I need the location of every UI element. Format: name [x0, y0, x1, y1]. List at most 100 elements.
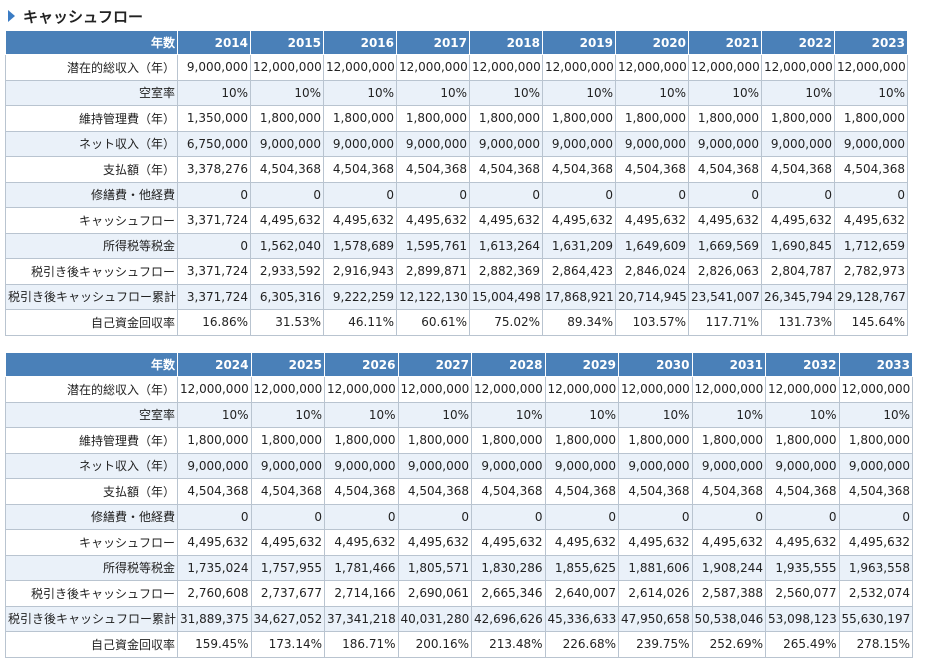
cell-value: 9,000,000 [250, 452, 325, 479]
cell-value: 265.49% [765, 631, 840, 658]
cell-value: 4,495,632 [177, 529, 252, 556]
cell-value: 10% [542, 79, 616, 106]
cell-value: 2,640,007 [544, 580, 619, 607]
cell-value: 0 [177, 181, 251, 208]
year-header: 2026 [324, 352, 399, 377]
cell-value: 0 [544, 503, 619, 530]
cell-value: 0 [324, 503, 399, 530]
cell-value: 89.34% [542, 309, 616, 336]
year-header: 2027 [397, 352, 472, 377]
cell-value: 0 [838, 503, 913, 530]
cell-value: 4,504,368 [618, 478, 693, 505]
cell-value: 50,538,046 [691, 605, 766, 632]
cell-value: 4,495,632 [323, 207, 397, 234]
cell-value: 9,000,000 [834, 130, 908, 157]
header-row: 年数 2014 2015 2016 2017 2018 2019 2020 2021 2022 20… [5, 30, 908, 55]
row-label: 所得税等税金 [5, 554, 178, 581]
cell-value: 12,000,000 [323, 54, 397, 81]
cell-value: 9,000,000 [542, 130, 616, 157]
cell-value: 1,613,264 [469, 232, 543, 259]
year-header: 2022 [761, 30, 835, 55]
row-label: 修繕費・他経費 [5, 503, 178, 530]
cell-value: 145.64% [834, 309, 908, 336]
data-row: 所得税等税金 0 1,562,040 1,578,689 1,595,761 1,613,… [5, 232, 908, 259]
cell-value: 29,128,767 [834, 283, 908, 310]
data-row: 自己資金回収率 159.45% 173.14% 186.71% 200.16% 213.4… [5, 631, 913, 658]
cell-value: 60.61% [396, 309, 470, 336]
cell-value: 4,495,632 [324, 529, 399, 556]
cell-value: 37,341,218 [324, 605, 399, 632]
cell-value: 1,800,000 [688, 105, 762, 132]
data-row: キャッシュフロー 3,371,724 4,495,632 4,495,632 4,495… [5, 207, 908, 234]
cell-value: 10% [177, 79, 251, 106]
cell-value: 0 [177, 232, 251, 259]
year-header: 2015 [250, 30, 324, 55]
data-row: 潜在的総収入（年） 9,000,000 12,000,000 12,000,000 12… [5, 54, 908, 81]
data-row: 空室率 10% 10% 10% 10% 10% 10% 10% 10% 10% 10% [5, 79, 908, 106]
cell-value: 1,712,659 [834, 232, 908, 259]
cell-value: 159.45% [177, 631, 252, 658]
cell-value: 2,933,592 [250, 258, 324, 285]
cell-value: 0 [688, 181, 762, 208]
cell-value: 1,800,000 [838, 427, 913, 454]
cell-value: 252.69% [691, 631, 766, 658]
cell-value: 9,000,000 [688, 130, 762, 157]
cell-value: 2,560,077 [765, 580, 840, 607]
cell-value: 12,000,000 [397, 376, 472, 403]
cell-value: 1,800,000 [544, 427, 619, 454]
row-label: 維持管理費（年） [5, 105, 178, 132]
cell-value: 0 [542, 181, 616, 208]
cell-value: 9,000,000 [471, 452, 546, 479]
data-row: 修繕費・他経費 0 0 0 0 0 0 0 0 0 0 [5, 181, 908, 208]
cell-value: 2,916,943 [323, 258, 397, 285]
cell-value: 23,541,007 [688, 283, 762, 310]
row-label: 空室率 [5, 79, 178, 106]
cell-value: 75.02% [469, 309, 543, 336]
row-label: 自己資金回収率 [5, 631, 178, 658]
data-row: 税引き後キャッシュフロー累計 3,371,724 6,305,316 9,222,25… [5, 283, 908, 310]
cell-value: 4,504,368 [324, 478, 399, 505]
header-label: 年数 [5, 352, 178, 377]
row-label: 維持管理費（年） [5, 427, 178, 454]
cell-value: 12,000,000 [691, 376, 766, 403]
row-label: 所得税等税金 [5, 232, 178, 259]
data-row: 維持管理費（年） 1,350,000 1,800,000 1,800,000 1,800… [5, 105, 908, 132]
cell-value: 0 [618, 503, 693, 530]
year-header: 2030 [618, 352, 693, 377]
cell-value: 9,000,000 [177, 54, 251, 81]
cell-value: 31,889,375 [177, 605, 252, 632]
cell-value: 4,504,368 [396, 156, 470, 183]
cell-value: 12,122,130 [396, 283, 470, 310]
cell-value: 4,495,632 [250, 529, 325, 556]
row-label: 税引き後キャッシュフロー [5, 580, 178, 607]
cell-value: 3,371,724 [177, 283, 251, 310]
year-header: 2021 [688, 30, 762, 55]
data-row: ネット収入（年） 6,750,000 9,000,000 9,000,000 9,000… [5, 130, 908, 157]
data-row: 修繕費・他経費 0 0 0 0 0 0 0 0 0 0 [5, 503, 913, 530]
cell-value: 12,000,000 [542, 54, 616, 81]
row-label: ネット収入（年） [5, 130, 178, 157]
cell-value: 2,532,074 [838, 580, 913, 607]
cell-value: 4,504,368 [834, 156, 908, 183]
cell-value: 10% [177, 401, 252, 428]
cell-value: 1,881,606 [618, 554, 693, 581]
cell-value: 1,735,024 [177, 554, 252, 581]
row-label: 自己資金回収率 [5, 309, 178, 336]
cell-value: 1,800,000 [542, 105, 616, 132]
cell-value: 2,899,871 [396, 258, 470, 285]
cell-value: 1,800,000 [469, 105, 543, 132]
cell-value: 40,031,280 [397, 605, 472, 632]
cell-value: 10% [396, 79, 470, 106]
year-header: 2023 [834, 30, 908, 55]
cell-value: 0 [765, 503, 840, 530]
data-row: 潜在的総収入（年） 12,000,000 12,000,000 12,000,000 1… [5, 376, 913, 403]
cell-value: 4,504,368 [761, 156, 835, 183]
cell-value: 1,800,000 [396, 105, 470, 132]
cell-value: 12,000,000 [838, 376, 913, 403]
cell-value: 9,000,000 [691, 452, 766, 479]
year-header: 2024 [177, 352, 252, 377]
data-row: 税引き後キャッシュフロー 3,371,724 2,933,592 2,916,943 2… [5, 258, 908, 285]
year-header: 2033 [838, 352, 913, 377]
cell-value: 1,800,000 [765, 427, 840, 454]
row-label: 税引き後キャッシュフロー累計 [5, 605, 178, 632]
